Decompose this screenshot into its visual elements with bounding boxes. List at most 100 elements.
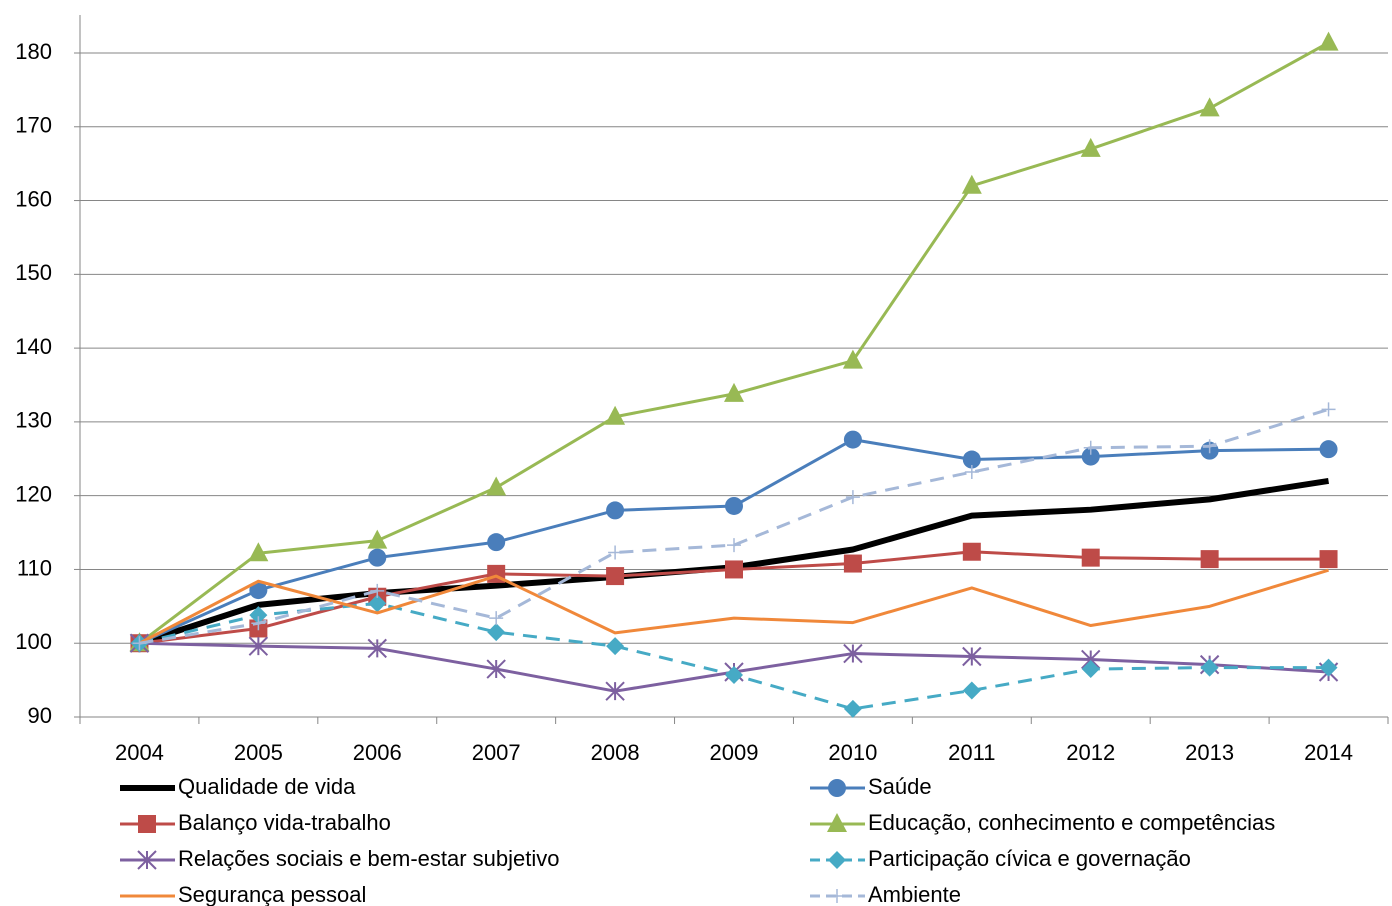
marker: [486, 659, 506, 679]
marker: [367, 529, 388, 549]
x-tick-label: 2004: [115, 740, 164, 765]
series: [138, 568, 1329, 645]
y-tick-label: 130: [15, 408, 52, 433]
x-tick-label: 2012: [1066, 740, 1115, 765]
y-tick-label: 120: [15, 481, 52, 506]
line: [138, 568, 1329, 645]
marker: [961, 174, 982, 194]
marker: [367, 638, 387, 659]
y-tick-label: 110: [17, 555, 52, 580]
y-tick-label: 150: [15, 260, 52, 285]
marker: [725, 560, 743, 579]
x-tick-label: 2010: [828, 740, 877, 765]
marker: [964, 465, 979, 480]
marker: [489, 611, 504, 626]
marker: [1319, 550, 1338, 569]
legend-label: Balanço vida-trabalho: [178, 810, 391, 835]
legend-label: Participação cívica e governação: [868, 846, 1191, 871]
marker: [1200, 658, 1219, 677]
legend-label: Educação, conhecimento e competências: [868, 810, 1275, 835]
x-tick-label: 2009: [710, 740, 759, 765]
series: [132, 402, 1336, 651]
marker: [248, 636, 269, 656]
marker: [725, 665, 743, 684]
marker: [249, 581, 268, 600]
legend-label: Relações sociais e bem-estar subjetivo: [178, 846, 560, 871]
y-tick-label: 180: [15, 39, 52, 64]
legend-label: Segurança pessoal: [178, 882, 366, 906]
marker: [248, 542, 269, 562]
marker: [249, 606, 268, 625]
marker: [843, 430, 862, 449]
marker: [486, 476, 507, 496]
marker: [1318, 31, 1339, 51]
legend-item: Saúde: [810, 774, 932, 799]
legend-item: Relações sociais e bem-estar subjetivo: [120, 846, 560, 871]
marker: [830, 889, 844, 903]
marker: [1081, 660, 1100, 679]
marker: [1081, 447, 1100, 466]
y-tick-label: 140: [15, 334, 52, 359]
marker: [827, 813, 847, 832]
marker: [1202, 439, 1217, 454]
series: [129, 31, 1339, 652]
marker: [137, 850, 157, 870]
marker: [962, 681, 981, 700]
legend-item: Balanço vida-trabalho: [120, 810, 391, 835]
legend-item: Educação, conhecimento e competências: [810, 810, 1275, 835]
y-tick-label: 100: [15, 629, 52, 654]
marker: [725, 496, 743, 515]
marker: [138, 815, 156, 833]
marker: [828, 851, 846, 869]
x-tick-label: 2006: [353, 740, 402, 765]
marker: [605, 681, 625, 701]
marker: [843, 699, 862, 718]
marker: [962, 542, 981, 561]
marker: [605, 405, 626, 425]
x-tick-label: 2008: [591, 740, 640, 765]
marker: [962, 646, 982, 667]
marker: [843, 554, 862, 573]
marker: [842, 349, 863, 369]
y-tick-label: 90: [28, 703, 52, 728]
marker: [1200, 550, 1219, 569]
series: [130, 594, 1338, 718]
marker: [724, 382, 744, 402]
marker: [1319, 658, 1338, 677]
x-tick-label: 2005: [234, 740, 283, 765]
x-tick-label: 2013: [1185, 740, 1234, 765]
marker: [487, 623, 506, 642]
legend-label: Saúde: [868, 774, 932, 799]
marker: [1083, 440, 1098, 455]
legend-item: Segurança pessoal: [120, 882, 366, 906]
line: [139, 407, 1329, 645]
marker: [487, 533, 506, 552]
x-tick-label: 2011: [948, 740, 995, 765]
line: [138, 41, 1330, 645]
x-tick-label: 2014: [1304, 740, 1353, 765]
legend-item: Qualidade de vida: [120, 774, 356, 799]
marker: [843, 643, 863, 664]
legend-label: Ambiente: [868, 882, 961, 906]
marker: [828, 779, 846, 797]
x-tick-label: 2007: [472, 740, 521, 765]
marker: [132, 636, 147, 651]
marker: [1080, 137, 1101, 157]
marker: [1199, 97, 1220, 117]
marker: [845, 490, 860, 505]
marker: [606, 501, 625, 520]
marker: [368, 548, 387, 567]
marker: [368, 594, 387, 613]
marker: [606, 567, 625, 586]
marker: [962, 450, 981, 469]
marker: [1321, 402, 1336, 417]
marker: [370, 583, 385, 598]
marker: [608, 545, 623, 560]
marker: [1319, 440, 1338, 459]
legend-label: Qualidade de vida: [178, 774, 356, 799]
legend-item: Participação cívica e governação: [810, 846, 1191, 871]
marker: [1081, 548, 1100, 567]
y-tick-label: 170: [15, 113, 52, 138]
marker: [251, 616, 266, 631]
